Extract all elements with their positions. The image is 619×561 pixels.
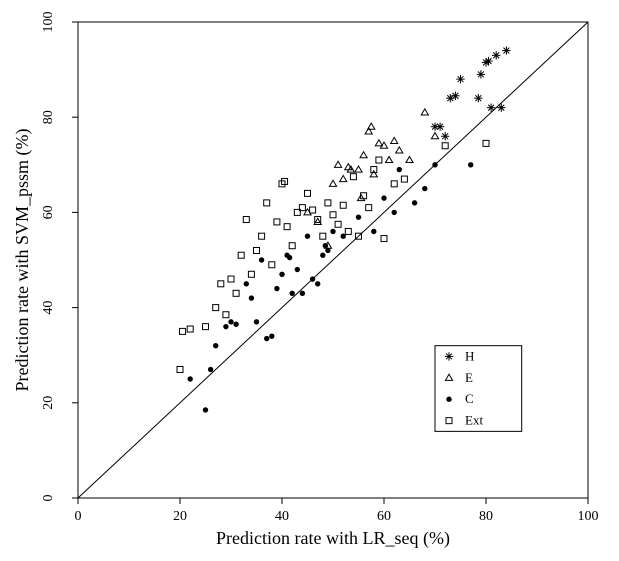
x-axis: 0 20 40 60 80 100: [75, 498, 599, 524]
legend-item-label: E: [465, 370, 473, 385]
y-tick-label: 20: [41, 396, 56, 410]
legend-item-label: Ext: [465, 413, 483, 428]
series-H: [431, 46, 511, 140]
legend-item-label: H: [465, 348, 474, 363]
x-axis-label: Prediction rate with LR_seq (%): [216, 528, 450, 549]
x-tick-label: 60: [377, 509, 391, 524]
y-tick-label: 60: [41, 205, 56, 219]
y-tick-label: 0: [41, 495, 56, 502]
series-E: [304, 109, 439, 248]
y-tick-label: 80: [41, 110, 56, 124]
legend: HEC Ext: [435, 346, 522, 432]
x-tick-label: 100: [578, 509, 599, 524]
x-tick-label: 20: [173, 509, 187, 524]
x-tick-label: 40: [275, 509, 289, 524]
x-tick-label: 0: [75, 509, 82, 524]
legend-item-label: C: [465, 391, 474, 406]
y-axis: 0 20 40 60 80 100: [41, 12, 78, 502]
x-tick-label: 80: [479, 509, 493, 524]
scatter-chart: 0 20 40 60 80 100 Prediction rate with LR_seq …: [0, 0, 619, 561]
series-Ext: [177, 140, 489, 372]
y-tick-label: 40: [41, 301, 56, 315]
y-axis-label: Prediction rate with SVM_pssm (%): [12, 129, 33, 392]
y-tick-label: 100: [41, 12, 56, 33]
